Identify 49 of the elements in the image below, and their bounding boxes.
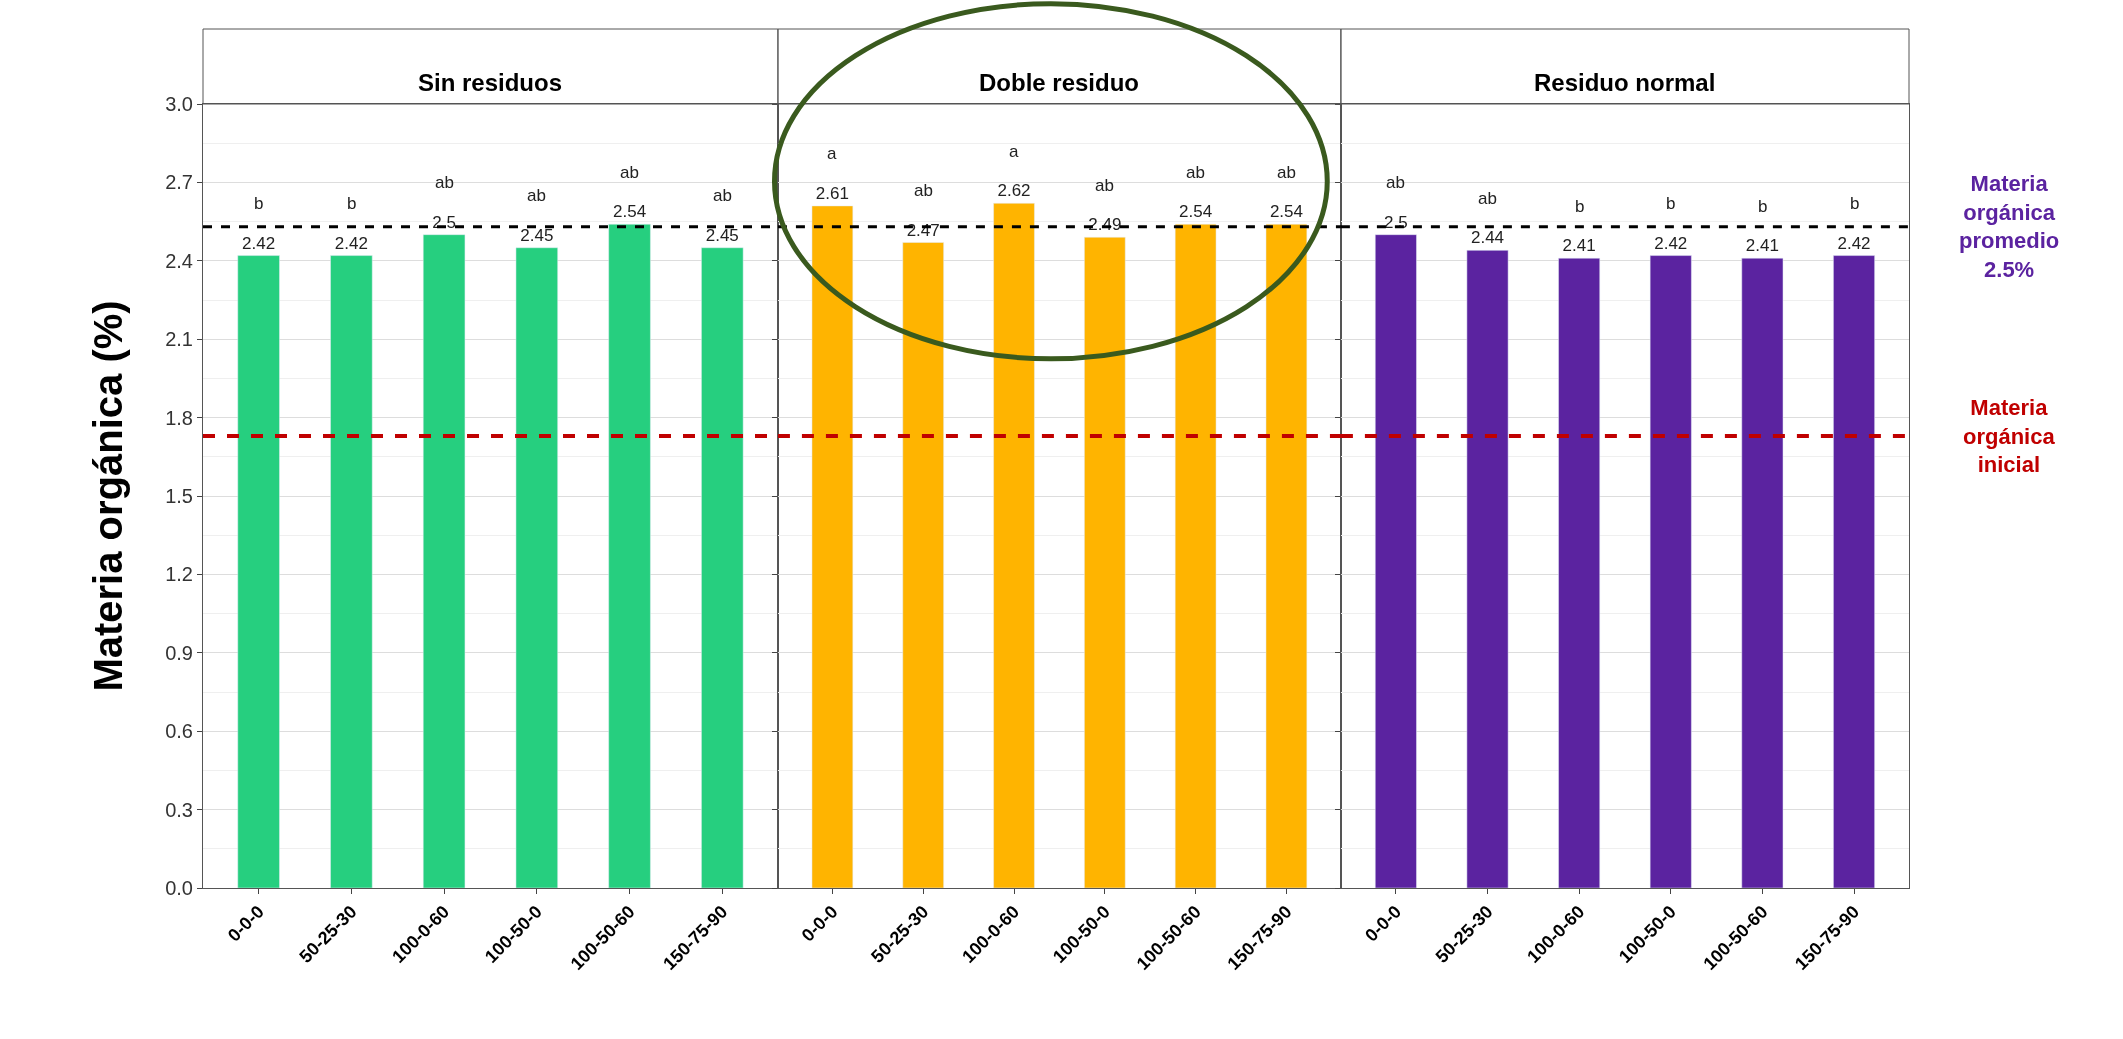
annotation: ab [1186, 163, 1205, 182]
annotation: ab [1277, 163, 1296, 182]
annotation: ab [1386, 173, 1405, 192]
y-tick-label: 2.7 [165, 171, 193, 194]
annotation: ab [914, 181, 933, 200]
y-tick-label: 1.5 [165, 485, 193, 507]
y-tick-label: 2.4 [165, 249, 193, 272]
data-label: 2.42 [1654, 233, 1688, 253]
data-label: 2.44 [1470, 228, 1505, 248]
annotation: b [1666, 194, 1676, 213]
annotation: ab [527, 186, 546, 205]
data-label: 2.42 [334, 233, 368, 253]
annotation: a [1009, 142, 1019, 161]
annotation: ab [435, 173, 454, 192]
data-label: 2.41 [1562, 236, 1596, 256]
data-label: 2.45 [705, 225, 739, 245]
annotation: ab [1478, 189, 1497, 208]
data-label: 2.42 [242, 233, 276, 253]
data-label: 2.54 [613, 202, 647, 222]
y-tick-label: 1.8 [165, 406, 193, 429]
y-tick-label: 0.6 [165, 720, 193, 743]
data-label: 2.45 [520, 225, 554, 245]
y-tick-label: 0.3 [165, 798, 193, 821]
data-label: 2.42 [1837, 233, 1871, 253]
y-tick-label: 2.1 [165, 328, 193, 351]
annotation: b [1758, 197, 1768, 216]
annotation: b [1850, 194, 1860, 213]
chart-title: Sin residuos [418, 69, 563, 96]
annotation: b [1575, 197, 1585, 216]
chart-title: Residuo normal [1534, 69, 1716, 96]
data-label: 2.61 [815, 183, 849, 203]
chart-title: Doble residuo [979, 69, 1140, 96]
data-label: 2.41 [1745, 236, 1779, 256]
y-tick-label: 3.0 [165, 93, 193, 115]
y-tick-label: 0.9 [165, 641, 193, 664]
annotation: b [254, 194, 264, 213]
annotation: ab [1095, 176, 1114, 195]
y-axis-title: Materia orgánica (%) [85, 300, 130, 692]
annotation: b [347, 194, 357, 213]
data-label: 2.54 [1179, 202, 1213, 222]
annotation: a [827, 144, 837, 163]
ref-line-label: Materia orgánica inicial [1963, 395, 2056, 478]
data-label: 2.62 [997, 181, 1031, 201]
y-tick-label: 1.2 [165, 563, 193, 586]
y-tick-label: 0.0 [165, 877, 193, 899]
annotation: ab [713, 186, 732, 205]
ref-line-label: Materia orgánica promedio 2.5% [1959, 171, 2060, 282]
annotation: ab [620, 163, 639, 182]
data-label: 2.54 [1269, 202, 1303, 222]
